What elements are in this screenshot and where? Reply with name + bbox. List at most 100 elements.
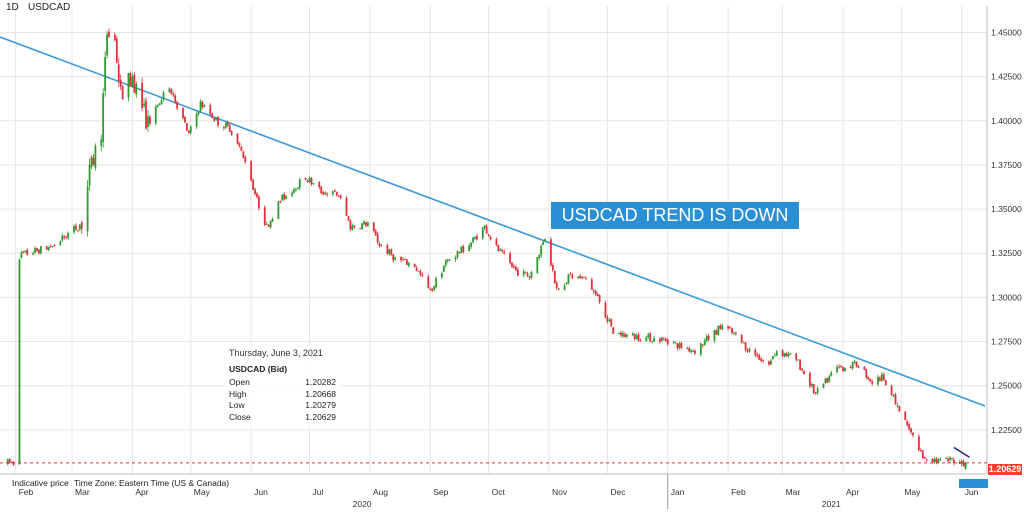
- candle-body: [618, 333, 620, 335]
- candle: [378, 241, 381, 248]
- candle: [335, 191, 338, 197]
- candle-body: [633, 333, 636, 339]
- candle-body: [853, 361, 856, 363]
- candle: [660, 336, 663, 343]
- candle-body: [185, 123, 188, 131]
- candle-body: [476, 235, 478, 240]
- candle-body: [495, 238, 498, 246]
- candle-body: [962, 461, 965, 467]
- candle-body: [953, 459, 955, 463]
- candle-body: [830, 372, 833, 376]
- candle-body: [692, 350, 694, 352]
- candle: [472, 237, 474, 244]
- candle-body: [291, 192, 293, 196]
- candle: [22, 250, 25, 254]
- candle: [108, 28, 110, 39]
- interval-label[interactable]: 1D: [6, 2, 19, 13]
- candle-body: [857, 366, 860, 368]
- candle: [489, 235, 492, 241]
- candle-body: [404, 258, 406, 260]
- candle: [88, 158, 91, 191]
- candle: [390, 248, 393, 256]
- candle: [213, 117, 216, 123]
- candle: [10, 461, 13, 464]
- candle-body: [516, 269, 519, 276]
- candle-body: [460, 246, 463, 254]
- candle-body: [526, 273, 529, 277]
- candle-body: [536, 257, 539, 274]
- candle: [474, 236, 476, 241]
- candle-body: [838, 366, 840, 368]
- candle-body: [242, 151, 245, 158]
- candle-body: [810, 384, 813, 387]
- candle-body: [680, 342, 683, 349]
- candle: [569, 271, 572, 276]
- candle: [917, 433, 920, 452]
- candle: [513, 263, 515, 269]
- candle-body: [511, 262, 513, 267]
- candle-body: [250, 161, 253, 181]
- candle: [612, 327, 615, 334]
- candle-body: [402, 259, 404, 261]
- candle: [659, 337, 661, 344]
- candle-body: [733, 333, 735, 335]
- candle-body: [635, 335, 638, 340]
- candle-body: [686, 347, 689, 349]
- candle: [148, 114, 151, 127]
- candle-body: [269, 220, 272, 228]
- candle: [550, 236, 552, 267]
- ohlc-tooltip: Thursday, June 3, 2021 USDCAD (Bid) Open…: [225, 345, 340, 427]
- candle: [258, 194, 260, 211]
- candle: [119, 74, 122, 91]
- candle: [135, 81, 138, 98]
- candle-body: [703, 340, 706, 346]
- candle-body: [448, 259, 451, 261]
- candle-body: [156, 105, 159, 108]
- candle-body: [90, 156, 93, 167]
- symbol-label[interactable]: USDCAD: [28, 2, 71, 13]
- candle-body: [228, 125, 231, 132]
- candle: [495, 237, 498, 247]
- candle: [949, 455, 951, 463]
- candle-body: [653, 337, 656, 342]
- candle-body: [672, 342, 675, 344]
- candle-body: [524, 272, 527, 274]
- candle: [799, 359, 802, 371]
- x-tick-label: Apr: [135, 487, 148, 497]
- candle-body: [353, 225, 356, 228]
- candle: [536, 256, 539, 274]
- candle: [884, 379, 887, 386]
- candle: [53, 244, 56, 247]
- candle-body: [660, 337, 663, 341]
- candle: [252, 177, 254, 190]
- candle-body: [400, 256, 402, 261]
- candle-body: [721, 325, 724, 330]
- candle-body: [65, 236, 68, 238]
- candle: [606, 314, 609, 324]
- candle-body: [489, 236, 492, 240]
- candle-body: [429, 288, 432, 290]
- candle-body: [647, 334, 650, 337]
- candle-body: [349, 220, 352, 230]
- candle-body: [312, 182, 315, 184]
- y-tick-label: 1.35000: [991, 204, 1022, 214]
- candle: [24, 250, 27, 253]
- candle-body: [106, 34, 108, 56]
- candle-body: [563, 285, 566, 291]
- candle: [308, 176, 311, 184]
- candle: [45, 245, 48, 250]
- candle: [925, 458, 928, 463]
- candle-body: [135, 83, 138, 95]
- candle-body: [758, 354, 761, 360]
- candle: [304, 177, 307, 180]
- candle: [106, 30, 108, 59]
- candle: [509, 251, 511, 265]
- y-tick-label: 1.40000: [991, 116, 1022, 126]
- candle-body: [78, 224, 81, 230]
- candle: [877, 374, 879, 387]
- candle: [501, 248, 504, 254]
- candle-body: [713, 330, 716, 341]
- indicative-price-note: Indicative price: [12, 478, 69, 488]
